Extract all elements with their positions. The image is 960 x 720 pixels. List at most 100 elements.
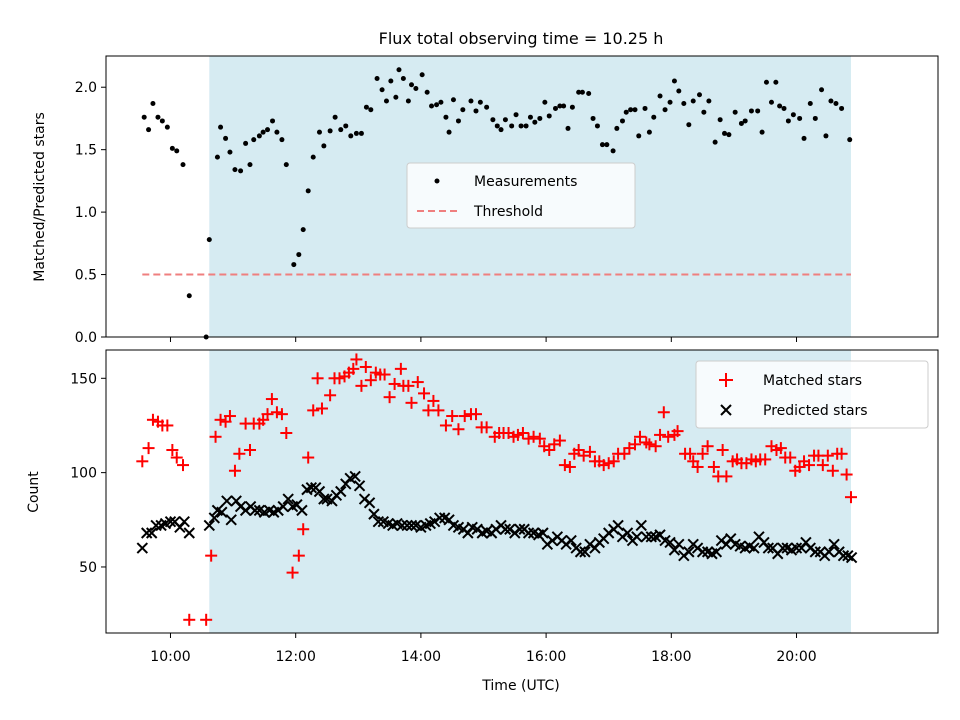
matched-star-point bbox=[183, 613, 196, 626]
measurement-point bbox=[393, 94, 399, 100]
measurement-point bbox=[839, 105, 845, 111]
measurement-point bbox=[579, 89, 585, 95]
measurement-point bbox=[159, 118, 165, 124]
measurement-point bbox=[419, 72, 425, 78]
measurement-point bbox=[305, 188, 311, 194]
predicted-star-point bbox=[203, 519, 216, 532]
measurement-point bbox=[604, 142, 610, 148]
measurement-point bbox=[484, 104, 490, 110]
measurement-point bbox=[446, 129, 452, 135]
measurement-point bbox=[763, 79, 769, 85]
matched-star-point bbox=[657, 406, 670, 419]
matched-star-point bbox=[422, 404, 435, 417]
predicted-star-point bbox=[640, 531, 652, 543]
matched-star-point bbox=[142, 442, 155, 455]
measurement-point bbox=[300, 227, 306, 233]
matched-star-point bbox=[388, 377, 401, 390]
matched-star-point bbox=[563, 460, 576, 473]
measurement-point bbox=[812, 115, 818, 121]
matched-star-point bbox=[774, 442, 787, 455]
measurement-point bbox=[455, 118, 461, 124]
predicted-star-point bbox=[683, 546, 695, 558]
matched-star-point bbox=[835, 447, 848, 460]
predicted-star-point bbox=[136, 542, 149, 554]
measurement-point bbox=[537, 115, 543, 121]
measurement-point bbox=[155, 114, 161, 120]
measurement-point bbox=[409, 82, 415, 88]
measurement-point bbox=[614, 125, 620, 131]
matched-star-point bbox=[696, 447, 709, 460]
measurement-point bbox=[781, 105, 787, 111]
measurement-point bbox=[594, 123, 600, 129]
matched-star-point bbox=[803, 459, 816, 472]
measurement-point bbox=[636, 133, 642, 139]
x-tick-label: 12:00 bbox=[276, 649, 316, 665]
measurement-point bbox=[473, 108, 479, 114]
measurement-point bbox=[807, 100, 813, 106]
predicted-star-point bbox=[349, 470, 361, 483]
measurement-point bbox=[310, 154, 316, 160]
measurement-point bbox=[227, 149, 233, 155]
bottom-x-ticks: 10:00 12:00 14:00 16:00 18:00 20:00 bbox=[150, 633, 817, 665]
measurement-point bbox=[628, 107, 634, 113]
matched-star-point bbox=[209, 430, 222, 443]
matched-star-point bbox=[243, 443, 256, 456]
measurement-point bbox=[610, 148, 616, 154]
predicted-star-point bbox=[809, 546, 822, 558]
matched-star-point bbox=[214, 413, 227, 426]
measurement-point bbox=[270, 118, 276, 124]
matched-star-point bbox=[411, 376, 424, 389]
matched-star-point bbox=[427, 394, 440, 407]
matched-star-point bbox=[840, 468, 853, 481]
measurement-point bbox=[681, 100, 687, 106]
measurement-point bbox=[546, 113, 552, 119]
x-tick-label: 18:00 bbox=[651, 649, 691, 665]
matched-star-point bbox=[200, 613, 213, 626]
measurement-point bbox=[651, 114, 657, 120]
measurement-point bbox=[576, 89, 582, 95]
measurement-point bbox=[490, 117, 496, 123]
matched-star-point bbox=[446, 410, 459, 423]
matched-star-point bbox=[146, 413, 159, 426]
matched-star-point bbox=[826, 464, 839, 477]
predicted-star-point bbox=[368, 508, 380, 520]
matched-star-point bbox=[533, 432, 546, 445]
measurement-point bbox=[283, 162, 289, 168]
measurement-point bbox=[460, 107, 466, 113]
top-y-tick-label: 0.5 bbox=[75, 268, 97, 284]
measurement-point bbox=[759, 129, 765, 135]
matched-star-point bbox=[315, 402, 328, 415]
measurement-point bbox=[599, 142, 605, 148]
measurement-point bbox=[413, 85, 419, 91]
matched-star-point bbox=[205, 549, 218, 562]
chart-title: Flux total observing time = 10.25 h bbox=[379, 29, 664, 48]
matched-star-point bbox=[432, 404, 445, 417]
matched-star-point bbox=[701, 440, 714, 453]
measurement-point bbox=[379, 87, 385, 93]
measurement-point bbox=[443, 114, 449, 120]
predicted-star-point bbox=[845, 551, 858, 564]
predicted-star-point bbox=[178, 515, 190, 528]
predicted-star-point bbox=[696, 546, 709, 558]
measurement-point bbox=[686, 122, 692, 128]
measurement-point bbox=[690, 98, 696, 104]
measurement-point bbox=[561, 103, 567, 109]
measurement-point bbox=[332, 114, 338, 120]
matched-star-point bbox=[577, 449, 590, 462]
matched-star-point bbox=[161, 419, 174, 432]
measurement-point bbox=[797, 115, 803, 121]
measurement-point bbox=[823, 133, 829, 139]
measurement-point bbox=[180, 162, 186, 168]
predicted-star-point bbox=[631, 531, 643, 543]
measurement-point bbox=[438, 99, 444, 105]
predicted-star-point bbox=[282, 493, 294, 505]
measurement-point bbox=[238, 168, 244, 174]
measurement-point bbox=[671, 78, 677, 84]
measurement-point bbox=[327, 128, 333, 134]
predicted-star-point bbox=[565, 534, 577, 547]
matched-star-point bbox=[355, 379, 368, 392]
matched-star-point bbox=[265, 393, 278, 406]
legend-predicted-label: Predicted stars bbox=[763, 403, 868, 419]
measurement-point bbox=[405, 98, 411, 104]
x-tick-label: 16:00 bbox=[526, 649, 566, 665]
